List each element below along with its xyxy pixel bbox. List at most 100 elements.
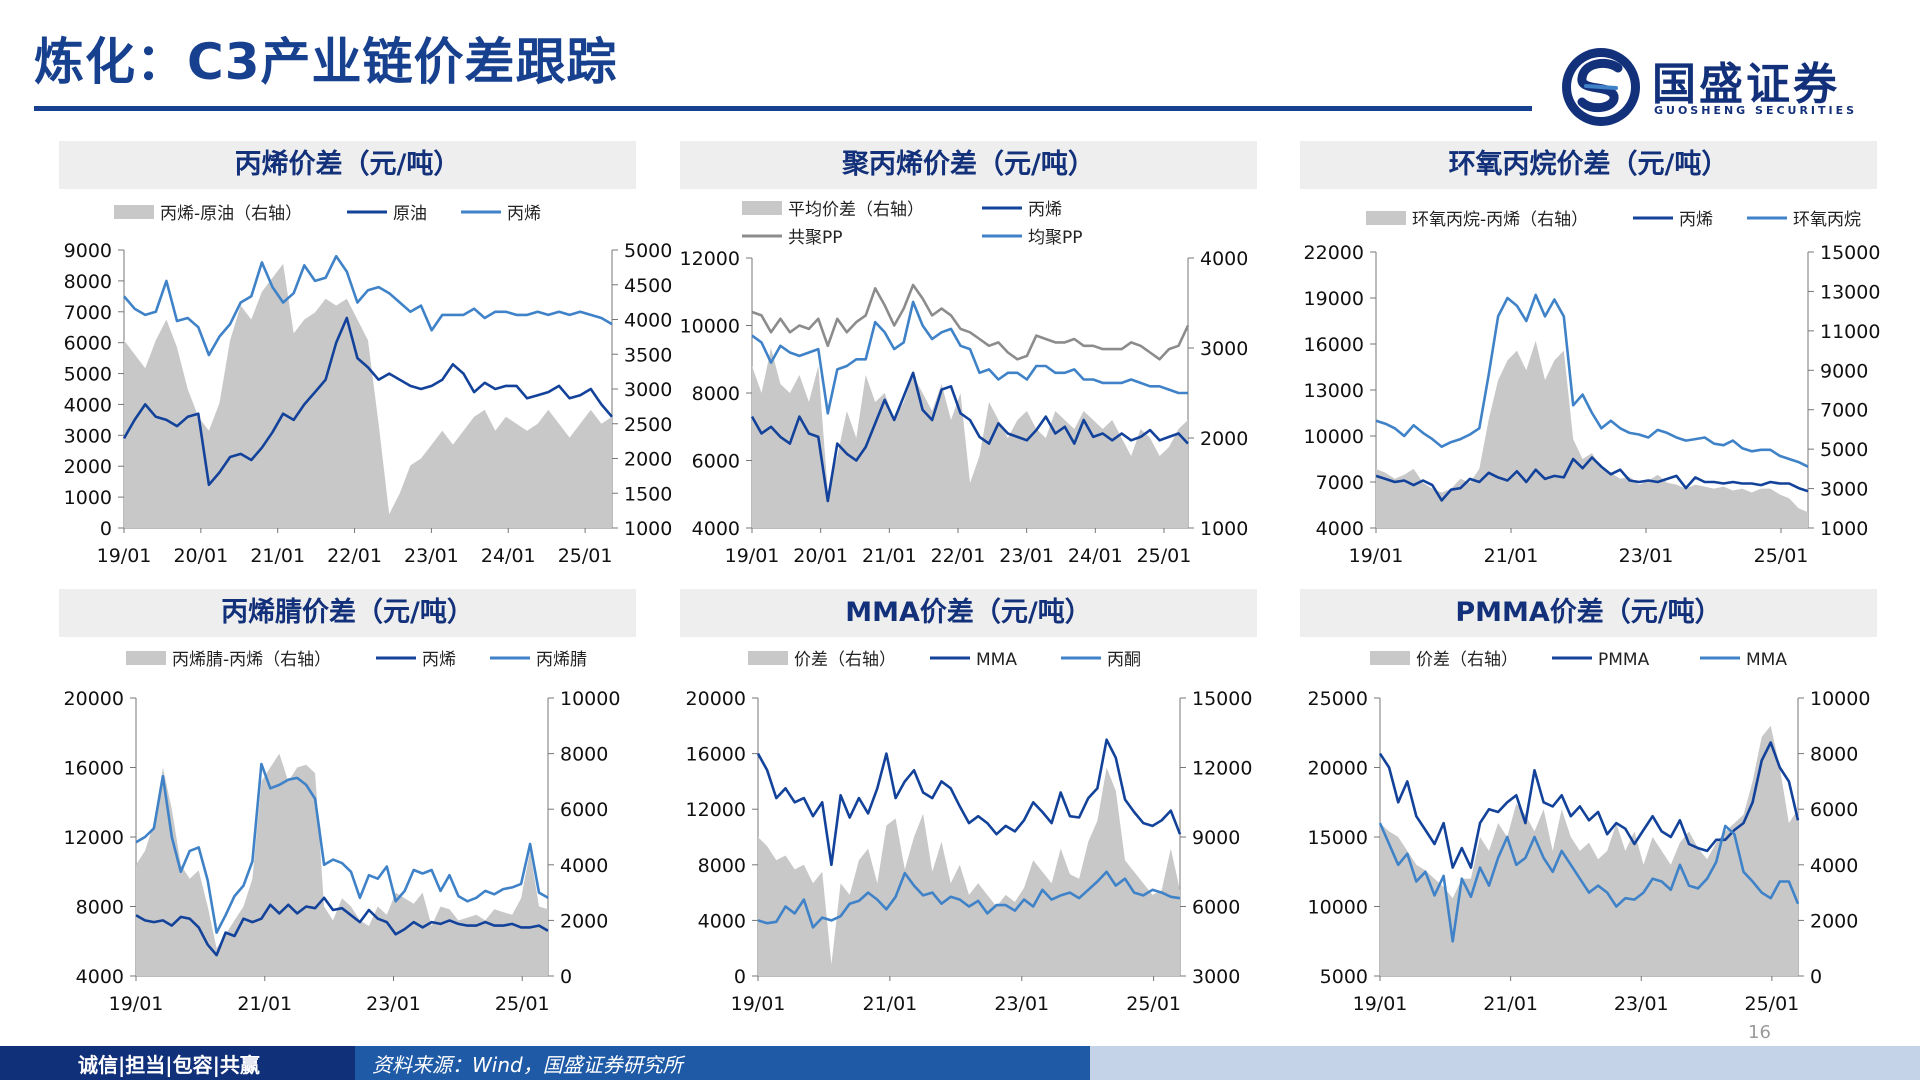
series-area-spread [1380,725,1798,976]
page-number: 16 [1748,1022,1771,1043]
left-tick-label: 8000 [698,855,746,877]
x-tick-label: 23/01 [1614,993,1669,1015]
x-tick-label: 21/01 [862,545,917,567]
right-tick-label: 6000 [1192,897,1240,919]
x-tick-label: 25/01 [495,993,550,1015]
pmma-spread-chart: 价差（右轴） PMMA MMA 5000 10000 15000 20000 25000 0 20… [1308,650,1871,1015]
x-tick-label: 20/01 [173,545,228,567]
left-tick-label: 16000 [686,744,746,766]
left-tick-label: 5000 [1320,966,1368,988]
left-tick-label: 20000 [64,688,124,710]
left-tick-label: 0 [734,966,746,988]
right-tick-label: 2500 [624,414,672,436]
title-rule [34,106,1532,111]
left-tick-label: 8000 [64,271,112,293]
left-tick-label: 25000 [1308,688,1368,710]
right-tick-label: 6000 [560,799,608,821]
x-tick-label: 23/01 [999,545,1054,567]
left-tick-label: 10000 [1304,426,1364,448]
chart-legend: 丙烯-原油（右轴） 原油 丙烯 [114,204,541,224]
legend-swatch-area [126,651,166,665]
legend-label: 丙烯 [1028,200,1062,220]
footer-motto: 诚信|担当|包容|共赢 [78,1053,260,1077]
left-tick-label: 9000 [64,240,112,262]
x-tick-label: 21/01 [862,993,917,1015]
series-area-spread [124,263,612,528]
x-tick-label: 19/01 [97,545,152,567]
chart-legend: 价差（右轴） PMMA MMA [1370,650,1787,670]
left-tick-label: 1000 [64,487,112,509]
right-tick-label: 3000 [1200,338,1248,360]
legend-label: 原油 [393,204,427,224]
left-tick-label: 3000 [64,425,112,447]
left-tick-label: 4000 [1316,518,1364,540]
right-tick-label: 15000 [1192,688,1252,710]
left-tick-label: 6000 [64,333,112,355]
right-tick-label: 1000 [1820,518,1868,540]
series-line [123,254,613,357]
right-tick-label: 2000 [1810,910,1858,932]
legend-label: 均聚PP [1028,228,1083,248]
series-line [122,316,613,487]
right-tick-label: 3000 [1192,966,1240,988]
legend-label: PMMA [1598,650,1650,670]
right-tick-label: 4000 [624,310,672,332]
legend-label: 价差（右轴） [1416,650,1518,670]
right-tick-label: 1000 [1200,518,1248,540]
right-tick-label: 13000 [1820,281,1880,303]
propylene-oxide-spread-chart: 环氧丙烷-丙烯（右轴） 丙烯 环氧丙烷 4000 7000 10000 13000 16000… [1304,210,1881,567]
right-tick-label: 8000 [560,744,608,766]
right-tick-label: 3000 [1820,479,1868,501]
series-line [751,300,1188,415]
series-line [1378,741,1800,869]
legend-label: 丙烯腈 [536,650,587,670]
x-tick-label: 23/01 [366,993,421,1015]
x-tick-label: 23/01 [994,993,1049,1015]
left-tick-label: 19000 [1304,288,1364,310]
left-tick-label: 20000 [686,688,746,710]
right-tick-label: 5000 [624,240,672,262]
x-tick-label: 19/01 [1353,993,1408,1015]
legend-label: 丙烯 [507,204,541,224]
right-tick-label: 10000 [560,688,620,710]
x-tick-label: 21/01 [237,993,292,1015]
left-tick-label: 12000 [64,827,124,849]
legend-label: 丙烯-原油（右轴） [160,204,302,224]
chart-legend: 环氧丙烷-丙烯（右轴） 丙烯 环氧丙烷 [1366,210,1861,230]
chart-title-propylene-oxide: 环氧丙烷价差（元/吨） [1300,141,1877,189]
right-tick-label: 6000 [1810,799,1858,821]
mma-spread-chart: 价差（右轴） MMA 丙酮 0 4000 8000 12000 16000 20000 3000 6… [686,650,1253,1015]
right-tick-label: 4000 [1810,855,1858,877]
left-tick-label: 4000 [64,394,112,416]
legend-swatch-area [1366,211,1406,225]
propylene-spread-chart: 丙烯-原油（右轴） 原油 丙烯 0 1000 2000 3000 4000 5000 6000 70… [64,204,673,567]
right-tick-label: 12000 [1192,758,1252,780]
right-tick-label: 9000 [1192,827,1240,849]
legend-swatch-area [748,651,788,665]
series-area-spread [752,348,1188,528]
chart-title-propylene: 丙烯价差（元/吨） [59,141,636,189]
series-line [1375,293,1809,468]
left-tick-label: 7000 [64,302,112,324]
right-tick-label: 2000 [1200,428,1248,450]
x-tick-label: 25/01 [1137,545,1192,567]
logo-mark-icon [1562,48,1640,126]
series-area-spread [758,767,1180,976]
x-tick-label: 24/01 [481,545,536,567]
chart-title-mma: MMA价差（元/吨） [680,589,1257,637]
x-tick-label: 25/01 [1744,993,1799,1015]
acrylonitrile-spread-chart: 丙烯腈-丙烯（右轴） 丙烯 丙烯腈4000800012000160002000002… [64,650,621,1015]
logo-name: 国盛证券 [1652,59,1840,110]
left-tick-label: 8000 [692,383,740,405]
left-tick-label: 10000 [1308,897,1368,919]
x-tick-label: 23/01 [1619,545,1674,567]
right-tick-label: 4500 [624,275,672,297]
left-tick-label: 6000 [692,451,740,473]
left-tick-label: 15000 [1308,827,1368,849]
left-tick-label: 22000 [1304,242,1364,264]
footer-light-band [1090,1046,1920,1080]
chart-title-polypropylene: 聚丙烯价差（元/吨） [680,141,1257,189]
legend-label: 平均价差（右轴） [788,200,924,220]
